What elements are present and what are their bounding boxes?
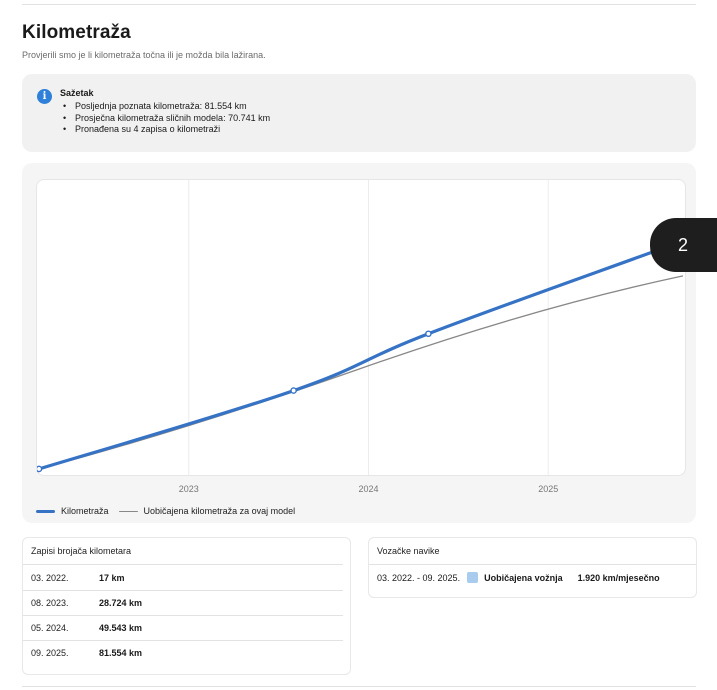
summary-list: Posljednja poznata kilometraža: 81.554 k… [60, 101, 270, 136]
habit-swatch [467, 572, 479, 583]
summary-item: Pronađena su 4 zapisa o kilometraži [60, 124, 270, 136]
legend-swatch-typical [118, 510, 138, 512]
summary-item: Posljednja poznata kilometraža: 81.554 k… [60, 101, 270, 113]
page-number-badge[interactable]: 2 [650, 218, 717, 272]
habit-row: 03. 2022. - 09. 2025. Uobičajena vožnja … [377, 572, 660, 583]
habit-label: Uobičajena vožnja [484, 572, 563, 583]
divider [369, 564, 696, 565]
chart-legend: Kilometraža Uobičajena kilometraža za ov… [36, 506, 295, 516]
record-date: 08. 2023. [31, 597, 69, 608]
legend-swatch-mileage [36, 509, 55, 513]
legend-label-typical: Uobičajena kilometraža za ovaj model [143, 506, 296, 516]
mileage-chart [37, 180, 685, 475]
page-title: Kilometraža [22, 22, 131, 43]
summary-item: Prosječna kilometraža sličnih modela: 70… [60, 113, 270, 125]
mileage-point[interactable] [37, 465, 43, 473]
table-row: 03. 2022. 17 km [31, 565, 361, 590]
x-tick-label: 2024 [358, 484, 379, 494]
mileage-point[interactable] [425, 330, 432, 338]
divider [23, 640, 343, 641]
table-row: 08. 2023. 28.724 km [31, 590, 361, 615]
legend-label-mileage: Kilometraža [61, 506, 109, 516]
record-value: 49.543 km [99, 622, 143, 633]
mileage-chart-panel: 2023 2024 2025 Kilometraža Uobičajena ki… [22, 163, 696, 523]
record-date: 09. 2025. [31, 647, 69, 658]
page-subtitle: Provjerili smo je li kilometraža točna i… [22, 50, 266, 60]
mileage-point[interactable] [290, 387, 297, 394]
chart-plot-area [36, 179, 686, 476]
driving-habits-card: Vozačke navike 03. 2022. - 09. 2025. Uob… [368, 537, 697, 598]
x-tick-label: 2025 [538, 484, 559, 494]
divider [23, 564, 343, 565]
bottom-divider [22, 686, 696, 687]
habits-card-title: Vozačke navike [377, 546, 440, 556]
x-tick-label: 2023 [178, 484, 199, 494]
mileage-line [37, 237, 685, 472]
divider [23, 615, 343, 616]
info-icon: i [37, 89, 52, 104]
record-value: 81.554 km [99, 647, 143, 658]
summary-box: i Sažetak Posljednja poznata kilometraža… [22, 74, 696, 152]
page-number: 2 [678, 235, 689, 255]
record-value: 28.724 km [99, 597, 143, 608]
table-row: 09. 2025. 81.554 km [31, 640, 361, 665]
divider [23, 590, 343, 591]
habit-value: 1.920 km/mjesečno [577, 572, 660, 583]
table-row: 05. 2024. 49.543 km [31, 615, 361, 640]
odometer-records-card: Zapisi brojača kilometara 03. 2022. 17 k… [22, 537, 351, 675]
habit-period: 03. 2022. - 09. 2025. [377, 572, 461, 583]
odometer-card-title: Zapisi brojača kilometara [31, 546, 132, 556]
summary-title: Sažetak [60, 88, 94, 98]
record-date: 03. 2022. [31, 572, 69, 583]
record-date: 05. 2024. [31, 622, 69, 633]
record-value: 17 km [99, 572, 125, 583]
top-divider [22, 4, 696, 5]
